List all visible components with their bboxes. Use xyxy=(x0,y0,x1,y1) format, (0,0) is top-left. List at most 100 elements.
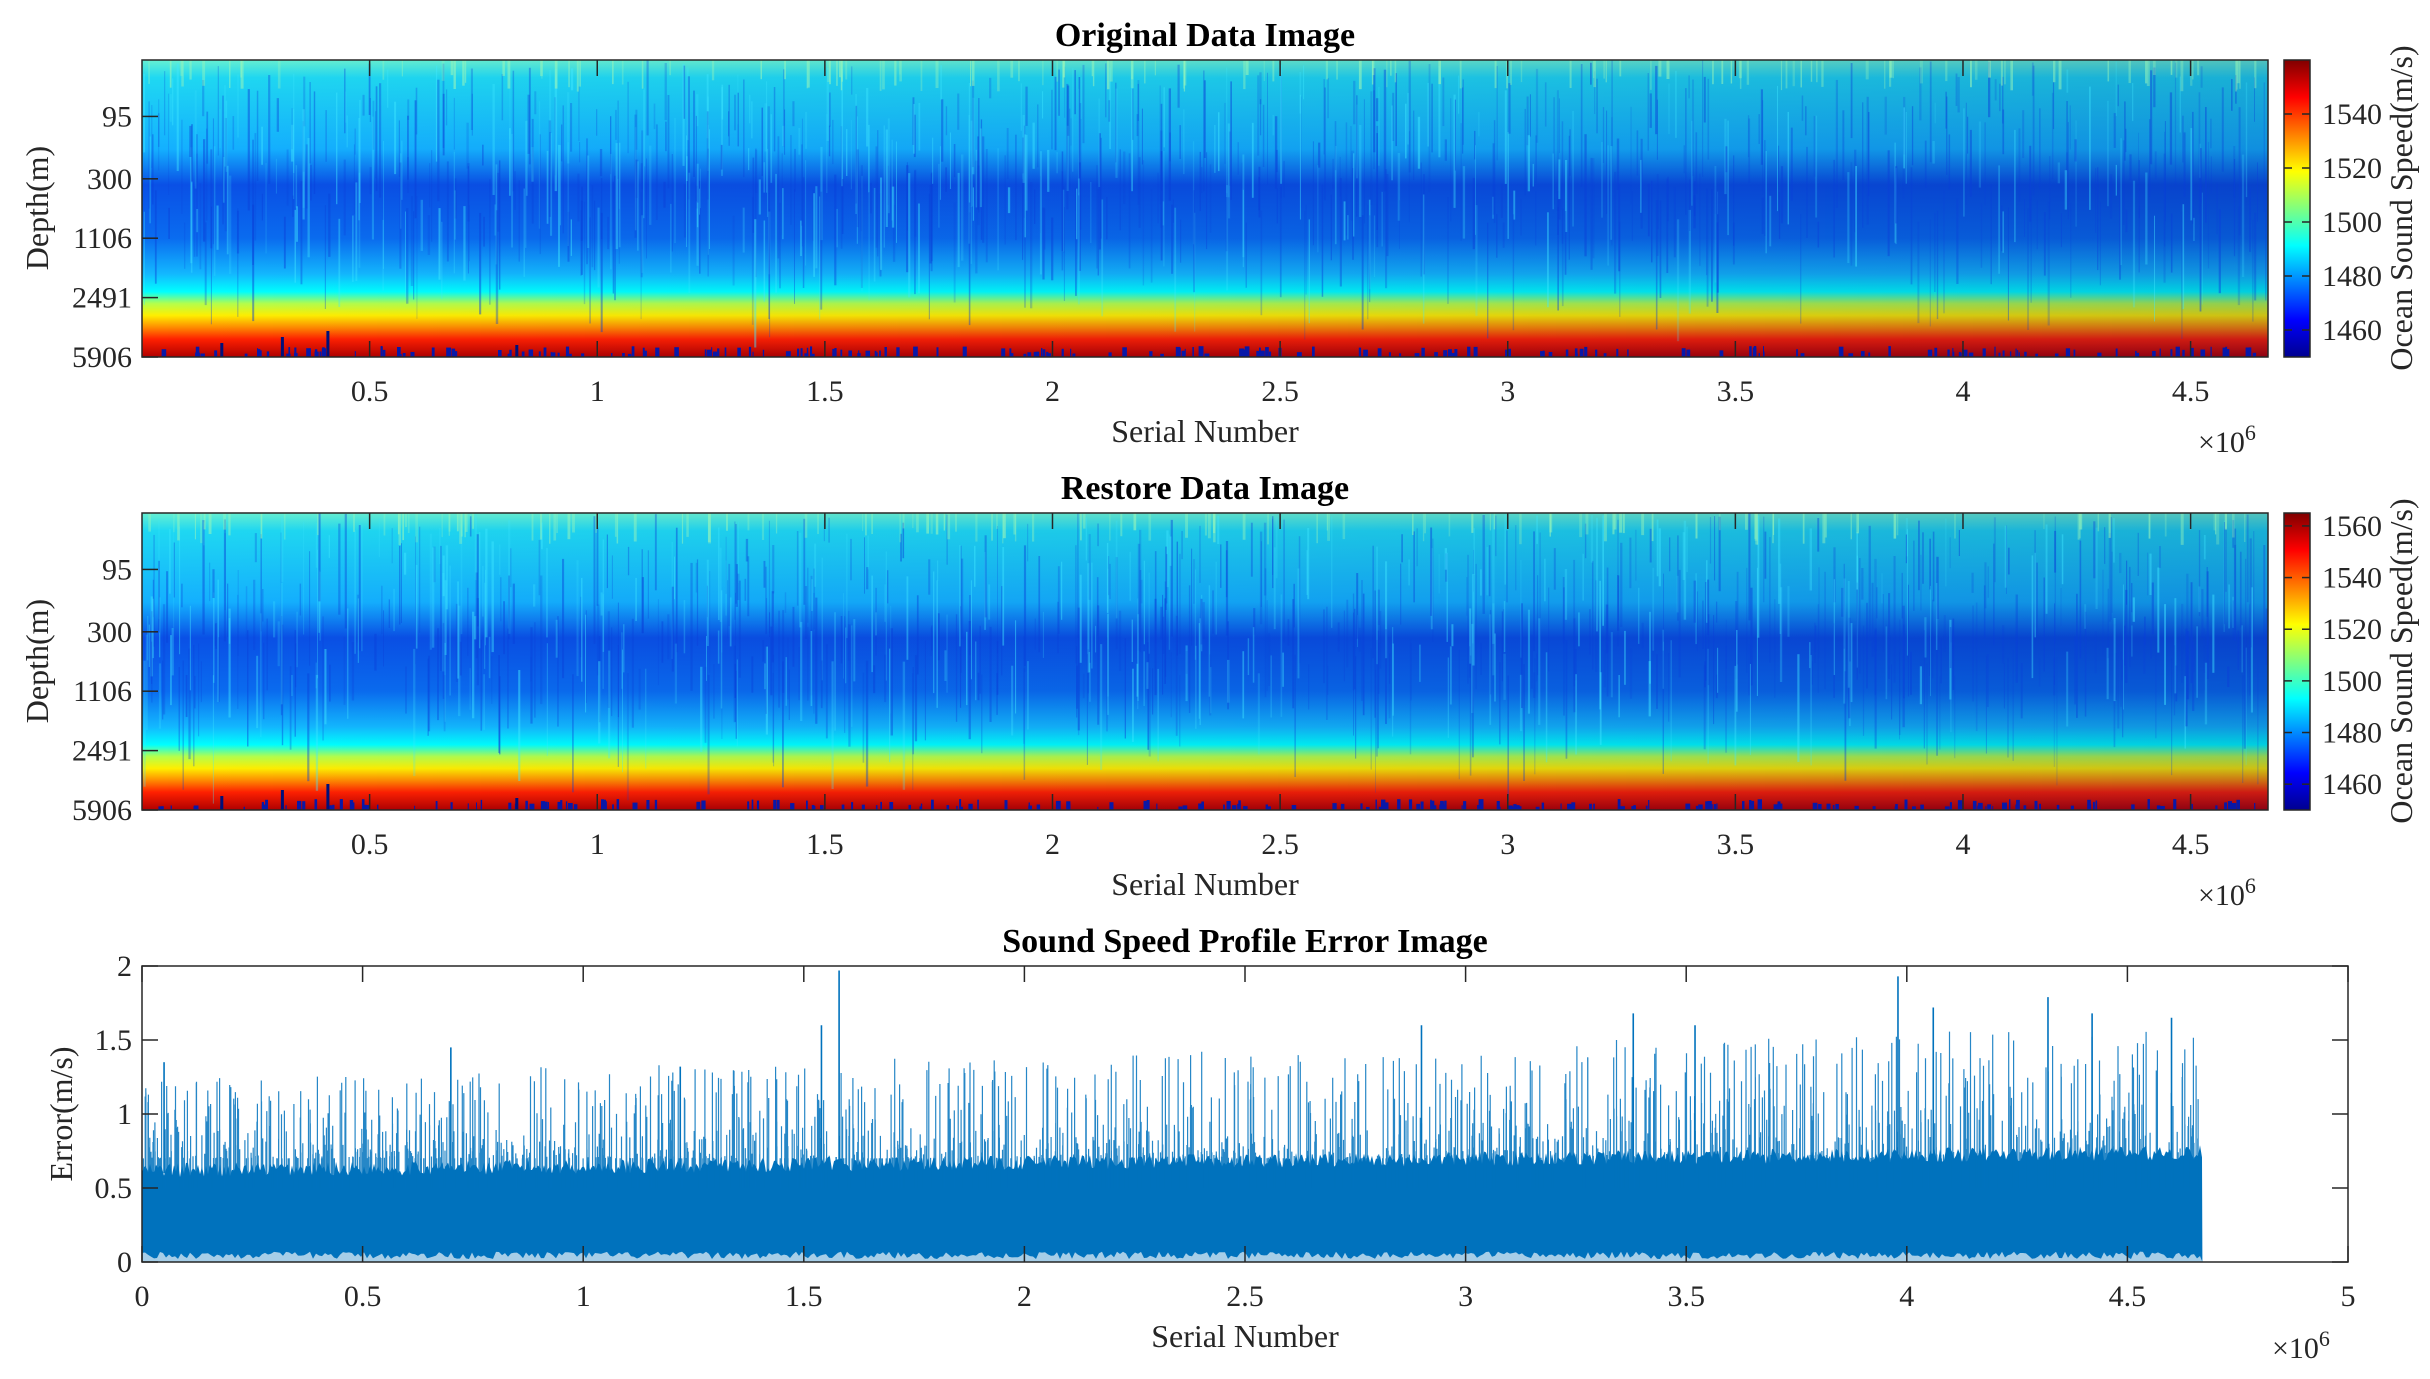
heatmap-streak xyxy=(2095,527,2098,609)
heatmap-streak xyxy=(1929,635,1931,676)
heatmap-streak xyxy=(755,149,758,193)
heatmap-streak xyxy=(985,149,988,263)
heatmap-streak xyxy=(1482,515,1485,614)
heatmap-streak xyxy=(706,111,709,200)
seafloor-mark xyxy=(1584,346,1588,357)
heatmap-streak xyxy=(2122,659,2124,738)
heatmap-streak xyxy=(419,526,421,633)
heatmap-streak xyxy=(1888,593,1891,679)
heatmap-streak xyxy=(2263,82,2265,213)
heatmap-streak xyxy=(2163,153,2166,283)
heatmap-streak xyxy=(1118,610,1122,672)
seafloor-mark xyxy=(552,352,556,357)
heatmap-streak xyxy=(583,201,586,305)
heatmap-streak xyxy=(637,161,639,251)
heatmap-streak xyxy=(1473,528,1475,575)
heatmap-streak xyxy=(1422,194,1425,324)
heatmap-streak xyxy=(501,74,504,121)
heatmap-surface-streak xyxy=(871,513,873,534)
heatmap-streak xyxy=(1616,138,1620,190)
heatmap-streak xyxy=(1691,120,1693,206)
heatmap-streak xyxy=(1515,525,1517,591)
heatmap-streak xyxy=(2149,119,2151,197)
heatmap-streak xyxy=(1843,578,1846,704)
heatmap-streak xyxy=(846,533,848,639)
y-tick-label: 1 xyxy=(117,1098,132,1131)
heatmap-streak xyxy=(479,212,482,315)
heatmap-streak xyxy=(328,193,331,257)
heatmap-streak xyxy=(143,211,145,305)
heatmap-streak xyxy=(634,114,637,238)
heatmap-surface-streak xyxy=(464,60,467,83)
heatmap-streak xyxy=(1054,76,1057,151)
seafloor-mark xyxy=(382,349,386,357)
heatmap-streak xyxy=(1106,197,1108,240)
heatmap-streak xyxy=(268,75,271,184)
heatmap-streak xyxy=(2070,202,2072,298)
heatmap-streak xyxy=(538,539,541,596)
heatmap-streak xyxy=(209,562,211,602)
heatmap-streak xyxy=(1139,529,1142,639)
seafloor-mark xyxy=(560,800,563,810)
heatmap-streak xyxy=(429,533,432,650)
seafloor-mark xyxy=(508,802,512,810)
heatmap-streak xyxy=(1339,156,1341,197)
heatmap-streak xyxy=(1704,661,1706,688)
heatmap-streak xyxy=(474,616,477,640)
heatmap-streak xyxy=(344,514,347,629)
heatmap-streak xyxy=(1492,143,1495,215)
heatmap-streak xyxy=(635,159,638,198)
heatmap-streak xyxy=(309,551,311,666)
heatmap-streak xyxy=(415,87,418,135)
heatmap-surface-streak xyxy=(200,513,203,544)
heatmap-streak xyxy=(1032,122,1035,169)
heatmap-streak xyxy=(1903,624,1905,699)
heatmap-streak xyxy=(2076,593,2078,718)
heatmap-surface-streak xyxy=(1585,513,1589,535)
heatmap-streak xyxy=(1096,165,1098,269)
heatmap-streak xyxy=(1902,168,1905,199)
x-multiplier: ×106 xyxy=(2198,873,2256,912)
seafloor-mark xyxy=(1156,803,1158,810)
heatmap-streak xyxy=(2054,603,2055,685)
heatmap-streak xyxy=(2108,533,2112,622)
heatmap-streak xyxy=(2199,184,2202,312)
heatmap-streak xyxy=(2143,633,2146,674)
heatmap-surface-streak xyxy=(1148,513,1152,541)
heatmap-streak xyxy=(318,513,321,602)
seafloor-mark xyxy=(1122,347,1127,357)
heatmap-streak xyxy=(1618,183,1621,272)
heatmap-streak xyxy=(1201,594,1203,652)
heatmap-streak xyxy=(1179,125,1181,159)
heatmap-streak xyxy=(1346,599,1349,668)
heatmap-streak xyxy=(1025,86,1028,126)
x-tick-label: 1 xyxy=(590,375,605,408)
heatmap-streak xyxy=(2119,552,2122,574)
heatmap-streak xyxy=(1972,605,1974,702)
heatmap-streak xyxy=(1659,200,1662,298)
heatmap-surface-streak xyxy=(1746,60,1750,85)
heatmap-streak xyxy=(1056,152,1058,174)
heatmap-streak xyxy=(969,595,971,656)
heatmap-streak xyxy=(612,181,614,294)
heatmap-streak xyxy=(1736,571,1739,665)
heatmap-streak xyxy=(869,182,872,214)
heatmap-streak xyxy=(1462,166,1466,239)
seafloor-mark xyxy=(946,805,950,810)
x-tick-label: 4 xyxy=(1955,828,1970,861)
seafloor-mark xyxy=(2136,352,2140,357)
heatmap-streak xyxy=(150,596,153,677)
seafloor-mark xyxy=(806,347,809,357)
seafloor-mark xyxy=(701,800,706,810)
heatmap-streak xyxy=(782,661,784,788)
heatmap-streak xyxy=(755,148,757,278)
heatmap-streak xyxy=(1707,78,1710,160)
heatmap-streak xyxy=(928,193,930,320)
heatmap-streak xyxy=(674,556,675,600)
heatmap-streak xyxy=(617,602,619,718)
heatmap-surface-streak xyxy=(616,513,619,544)
heatmap-streak xyxy=(996,640,999,695)
heatmap-surface-streak xyxy=(579,60,581,87)
heatmap-streak xyxy=(254,133,257,241)
heatmap-streak xyxy=(1375,639,1378,757)
